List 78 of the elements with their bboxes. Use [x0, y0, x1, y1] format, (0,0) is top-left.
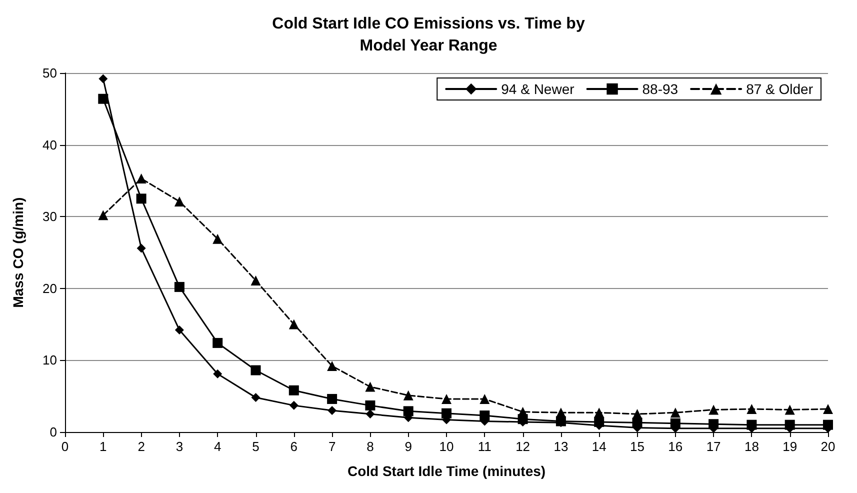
point	[250, 276, 261, 286]
point	[288, 319, 299, 330]
x-tick-label: 3	[176, 439, 184, 454]
point	[289, 400, 298, 410]
x-tick-label: 0	[61, 439, 69, 454]
point	[670, 418, 680, 428]
x-tick-label: 16	[668, 439, 683, 454]
legend-label: 94 & Newer	[501, 81, 575, 97]
point	[327, 360, 338, 371]
point	[213, 369, 222, 378]
point	[708, 419, 719, 430]
point	[823, 404, 833, 414]
point	[365, 382, 376, 392]
point	[518, 406, 528, 417]
point	[746, 420, 757, 430]
point	[442, 394, 452, 404]
y-axis-title: Mass CO (g/min)	[10, 197, 26, 308]
x-tick-label: 18	[744, 439, 759, 454]
point	[823, 420, 833, 430]
point	[708, 404, 719, 415]
point	[365, 400, 376, 410]
y-tick-label: 10	[42, 352, 57, 368]
point	[136, 194, 146, 204]
x-tick-label: 4	[214, 439, 222, 454]
point	[594, 408, 604, 418]
point	[594, 416, 604, 427]
x-tick-label: 19	[782, 439, 798, 454]
point	[670, 408, 680, 418]
legend-label: 87 & Older	[746, 81, 814, 97]
y-tick-label: 0	[50, 424, 57, 440]
x-tick-label: 10	[439, 439, 454, 454]
x-tick-label: 5	[252, 439, 260, 454]
point	[136, 244, 146, 253]
y-tick-label: 20	[42, 280, 57, 296]
point	[784, 404, 795, 415]
point	[480, 394, 490, 404]
point	[556, 408, 566, 418]
point	[98, 94, 108, 104]
x-tick-label: 9	[404, 439, 412, 454]
y-tick-label: 30	[42, 209, 57, 224]
point	[784, 420, 795, 430]
point	[442, 408, 452, 418]
point	[174, 196, 184, 207]
point	[174, 282, 184, 292]
point	[251, 393, 260, 402]
chart-title: Cold Start Idle CO Emissions vs. Time by Model Year Range	[272, 16, 585, 54]
point	[288, 385, 299, 396]
x-tick-label: 6	[290, 439, 298, 454]
point	[480, 410, 490, 420]
point	[328, 406, 337, 415]
point	[212, 338, 223, 348]
x-tick-label: 8	[366, 439, 374, 454]
x-tick-label: 11	[478, 439, 492, 454]
point	[403, 390, 414, 400]
y-tick-label: 40	[42, 137, 57, 152]
point	[632, 409, 642, 420]
x-axis-title: Cold Start Idle Time (minutes)	[347, 463, 546, 479]
point	[366, 410, 375, 419]
x-tick-label: 12	[516, 439, 530, 454]
point	[250, 365, 261, 376]
point	[98, 210, 108, 220]
point	[136, 174, 146, 184]
x-tick-label: 20	[820, 439, 836, 454]
point	[746, 404, 757, 414]
x-tick-label: 15	[630, 439, 644, 454]
x-tick-label: 13	[554, 439, 568, 454]
point	[327, 394, 338, 404]
point	[98, 74, 108, 84]
x-tick-label: 14	[592, 439, 606, 454]
point	[174, 326, 184, 335]
legend-label: 88-93	[642, 81, 678, 97]
y-tick-label: 50	[42, 66, 57, 80]
x-tick-label: 1	[100, 439, 107, 454]
x-tick-label: 7	[328, 439, 336, 454]
point	[212, 234, 223, 244]
x-tick-label: 2	[138, 439, 145, 454]
x-tick-label: 17	[706, 439, 721, 454]
point	[403, 406, 414, 416]
